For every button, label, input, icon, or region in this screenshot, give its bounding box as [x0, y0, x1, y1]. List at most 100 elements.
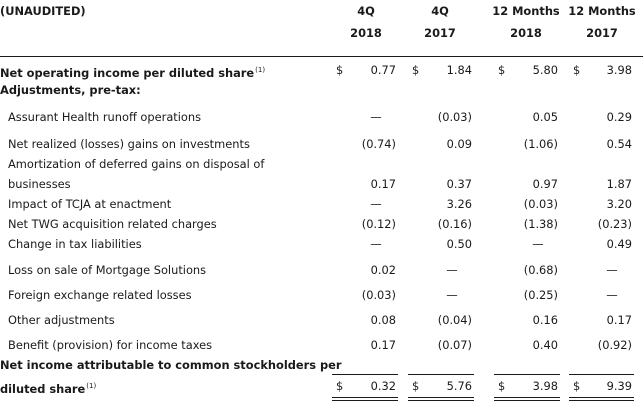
value-cell: 3.26 [446, 197, 472, 211]
table-row: diluted share(1) $0.32 $5.76 $3.98 $9.39 [0, 376, 643, 396]
row-label-text: Net income attributable to common stockh… [0, 358, 342, 372]
row-label-text: Net operating income per diluted share [0, 66, 255, 80]
row-label: Foreign exchange related losses [8, 285, 192, 305]
value-cell: (0.07) [437, 338, 472, 352]
value-cell: 0.17 [370, 338, 396, 352]
value-cell: (1.06) [523, 137, 558, 151]
value-cell: 0.09 [446, 137, 472, 151]
table-row: Change in tax liabilities — 0.50 — 0.49 [0, 234, 643, 254]
table-row: Impact of TCJA at enactment — 3.26 (0.03) 3.… [0, 194, 643, 214]
header-divider [0, 56, 643, 57]
col-header-q4-2018-period: 4Q [357, 4, 375, 18]
value-cell: — [606, 288, 618, 302]
value-cell: 0.17 [370, 177, 396, 191]
row-label: Net income attributable to common stockh… [0, 355, 341, 375]
row-label-text: Net TWG acquisition related charges [8, 217, 217, 231]
value-cell: 0.02 [370, 263, 396, 277]
row-label: Net realized (losses) gains on investmen… [8, 134, 250, 154]
row-label-text: diluted share [0, 382, 86, 396]
col-header-q4-2018-year: 2018 [350, 26, 382, 40]
total-single-rule [332, 374, 398, 375]
table-row: Adjustments, pre-tax: [0, 80, 643, 100]
table-row: businesses 0.17 0.37 0.97 1.87 [0, 174, 643, 194]
total-double-rule-top [494, 397, 560, 398]
total-single-rule [408, 374, 474, 375]
row-label-text: Foreign exchange related losses [8, 288, 192, 302]
value-cell: 0.40 [532, 338, 558, 352]
total-single-rule [494, 374, 560, 375]
footnote-marker: (1) [255, 66, 266, 74]
currency-symbol: $ [336, 63, 344, 77]
value-cell: 0.05 [532, 110, 558, 124]
row-label: Other adjustments [8, 310, 115, 330]
row-label: Net operating income per diluted share(1… [0, 60, 265, 83]
row-label-text: Loss on sale of Mortgage Solutions [8, 263, 207, 277]
col-header-12m-2017-year: 2017 [586, 26, 618, 40]
value-cell: (0.74) [361, 137, 396, 151]
row-label-text: businesses [8, 177, 71, 191]
currency-symbol: $ [336, 379, 344, 393]
table-row: Amortization of deferred gains on dispos… [0, 154, 643, 174]
value-cell: (0.03) [361, 288, 396, 302]
value-cell: 5.76 [446, 379, 472, 393]
table-row: Foreign exchange related losses (0.03) — (0… [0, 285, 643, 305]
total-double-rule-bottom [494, 400, 560, 401]
row-label-text: Adjustments, pre-tax: [0, 83, 141, 97]
value-cell: — [446, 288, 458, 302]
row-label: diluted share(1) [0, 376, 96, 399]
value-cell: 0.49 [606, 237, 632, 251]
value-cell: — [606, 263, 618, 277]
value-cell: (0.92) [597, 338, 632, 352]
value-cell: (0.12) [361, 217, 396, 231]
value-cell: — [370, 110, 382, 124]
value-cell: 1.87 [606, 177, 632, 191]
col-header-12m-2017-period: 12 Months [568, 4, 636, 18]
footnote-marker: (1) [86, 382, 97, 390]
total-double-rule-top [408, 397, 474, 398]
value-cell: (0.16) [437, 217, 472, 231]
row-label-text: Change in tax liabilities [8, 237, 142, 251]
value-cell: — [446, 263, 458, 277]
row-label: Loss on sale of Mortgage Solutions [8, 260, 206, 280]
total-double-rule-top [332, 397, 398, 398]
section-heading: Adjustments, pre-tax: [0, 80, 141, 100]
row-label-text: Net realized (losses) gains on investmen… [8, 137, 250, 151]
table-row: Net operating income per diluted share(1… [0, 60, 643, 80]
table-row: Net TWG acquisition related charges (0.12… [0, 214, 643, 234]
value-cell: 0.32 [370, 379, 396, 393]
row-label-text: Other adjustments [8, 313, 115, 327]
value-cell: 0.08 [370, 313, 396, 327]
value-cell: 0.97 [532, 177, 558, 191]
value-cell: — [370, 237, 382, 251]
value-cell: 0.17 [606, 313, 632, 327]
currency-symbol: $ [412, 63, 420, 77]
value-cell: 0.54 [606, 137, 632, 151]
value-cell: 0.29 [606, 110, 632, 124]
table-row: Assurant Health runoff operations — (0.03)… [0, 107, 643, 127]
value-cell: — [370, 197, 382, 211]
row-label-text: Impact of TCJA at enactment [8, 197, 172, 211]
currency-symbol: $ [573, 379, 581, 393]
row-label: Amortization of deferred gains on dispos… [8, 154, 264, 174]
value-cell: (0.03) [523, 197, 558, 211]
total-double-rule-bottom [569, 400, 634, 401]
row-label: Impact of TCJA at enactment [8, 194, 171, 214]
row-label: Benefit (provision) for income taxes [8, 335, 212, 355]
table-row: Net realized (losses) gains on investmen… [0, 134, 643, 154]
row-label: Assurant Health runoff operations [8, 107, 201, 127]
value-cell: (0.68) [523, 263, 558, 277]
value-cell: (1.38) [523, 217, 558, 231]
table-row: Net income attributable to common stockh… [0, 355, 643, 375]
row-label-text: Benefit (provision) for income taxes [8, 338, 213, 352]
total-single-rule [569, 374, 634, 375]
value-cell: (0.25) [523, 288, 558, 302]
row-label: businesses [8, 174, 71, 194]
value-cell: 0.16 [532, 313, 558, 327]
table-row: Other adjustments 0.08 (0.04) 0.16 0.17 [0, 310, 643, 330]
currency-symbol: $ [412, 379, 420, 393]
value-cell: 3.20 [606, 197, 632, 211]
value-cell: 0.77 [370, 63, 396, 77]
row-label-text: Amortization of deferred gains on dispos… [8, 157, 265, 171]
row-label: Change in tax liabilities [8, 234, 142, 254]
